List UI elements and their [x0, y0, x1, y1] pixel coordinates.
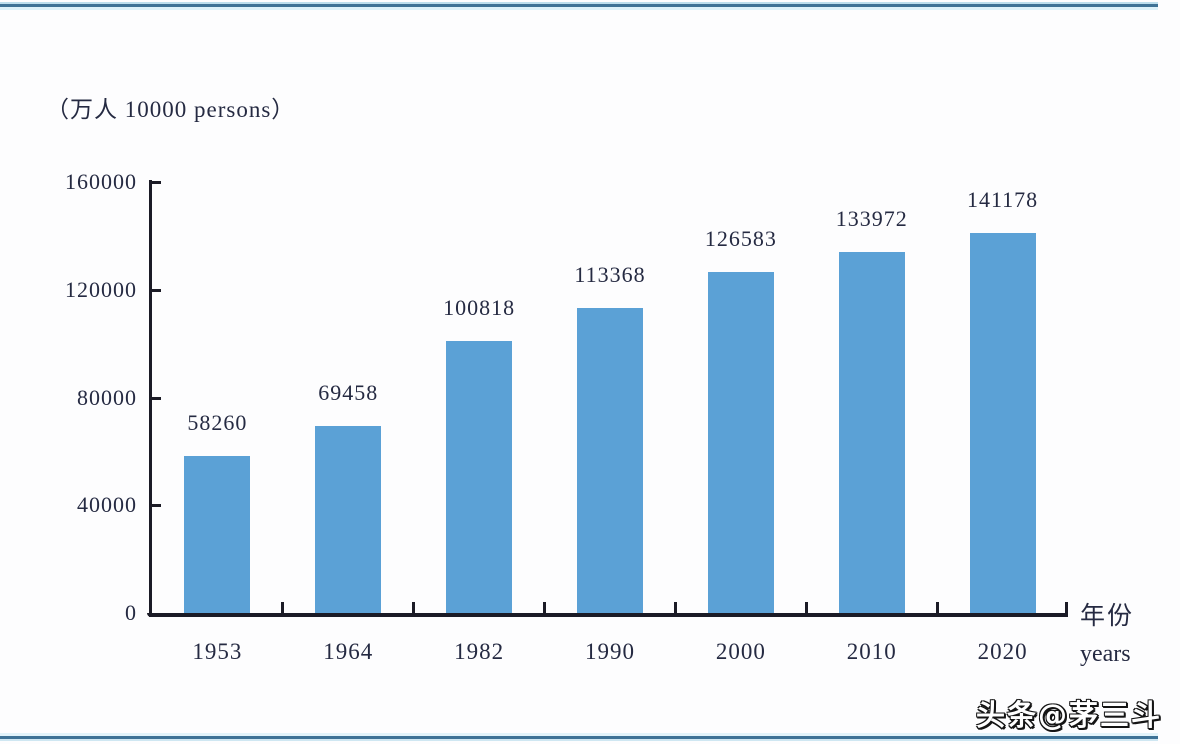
bottom-border-line — [0, 736, 1158, 739]
x-axis-tick — [673, 602, 677, 613]
y-axis-tick — [152, 288, 161, 292]
y-axis-tick — [152, 504, 161, 508]
bar-value-label: 100818 — [443, 295, 516, 320]
bar-value-label: 126583 — [704, 226, 777, 251]
y-axis-tick-label: 0 — [125, 600, 137, 625]
x-axis-tick-label: 1982 — [454, 639, 505, 664]
x-axis-tick — [412, 602, 416, 613]
bar — [577, 308, 643, 613]
bar — [969, 233, 1036, 613]
bar — [707, 272, 774, 613]
y-axis-line — [149, 180, 152, 617]
x-axis-tick — [935, 602, 939, 613]
x-axis-tick-label: 2000 — [715, 639, 766, 664]
x-axis-tick — [804, 602, 808, 613]
x-axis-tick — [281, 602, 285, 613]
y-axis-tick-label: 120000 — [65, 276, 137, 302]
x-axis-end-tick — [1065, 602, 1068, 615]
x-axis-tick-label: 1964 — [323, 639, 374, 664]
x-axis-tick — [543, 602, 547, 613]
bar — [315, 426, 382, 613]
bar — [184, 456, 251, 613]
x-axis-tick-label: 2020 — [977, 639, 1028, 664]
y-axis-tick-label: 160000 — [65, 169, 137, 194]
y-axis-unit-label: （万人 10000 persons） — [46, 97, 296, 122]
bar — [446, 341, 513, 613]
y-axis-tick — [152, 181, 161, 184]
x-axis-title-en: years — [1080, 641, 1131, 667]
x-axis-line — [147, 613, 1068, 617]
y-axis-tick — [152, 396, 161, 400]
bar — [838, 252, 905, 613]
x-axis-tick-label: 2010 — [846, 639, 897, 664]
plot-area: 0 40000 80000 120000 160000 58260 1953 69458 196… — [65, 169, 1068, 664]
top-border-line — [0, 4, 1158, 7]
x-axis-title: 年份 years — [1080, 596, 1134, 668]
bar-value-label: 113368 — [574, 262, 646, 287]
x-axis-title-cn: 年份 — [1080, 603, 1135, 630]
bar-value-label: 69458 — [318, 380, 379, 405]
watermark: 头条@茅三斗 — [975, 698, 1162, 732]
bar-value-label: 141178 — [966, 187, 1039, 212]
bar-value-label: 58260 — [187, 410, 248, 435]
x-axis-tick-label: 1953 — [192, 639, 243, 664]
x-axis-tick-label: 1990 — [584, 639, 635, 664]
y-axis-tick-label: 80000 — [77, 384, 137, 410]
bar-value-label: 133972 — [835, 206, 908, 231]
y-axis-tick-label: 40000 — [77, 492, 137, 518]
